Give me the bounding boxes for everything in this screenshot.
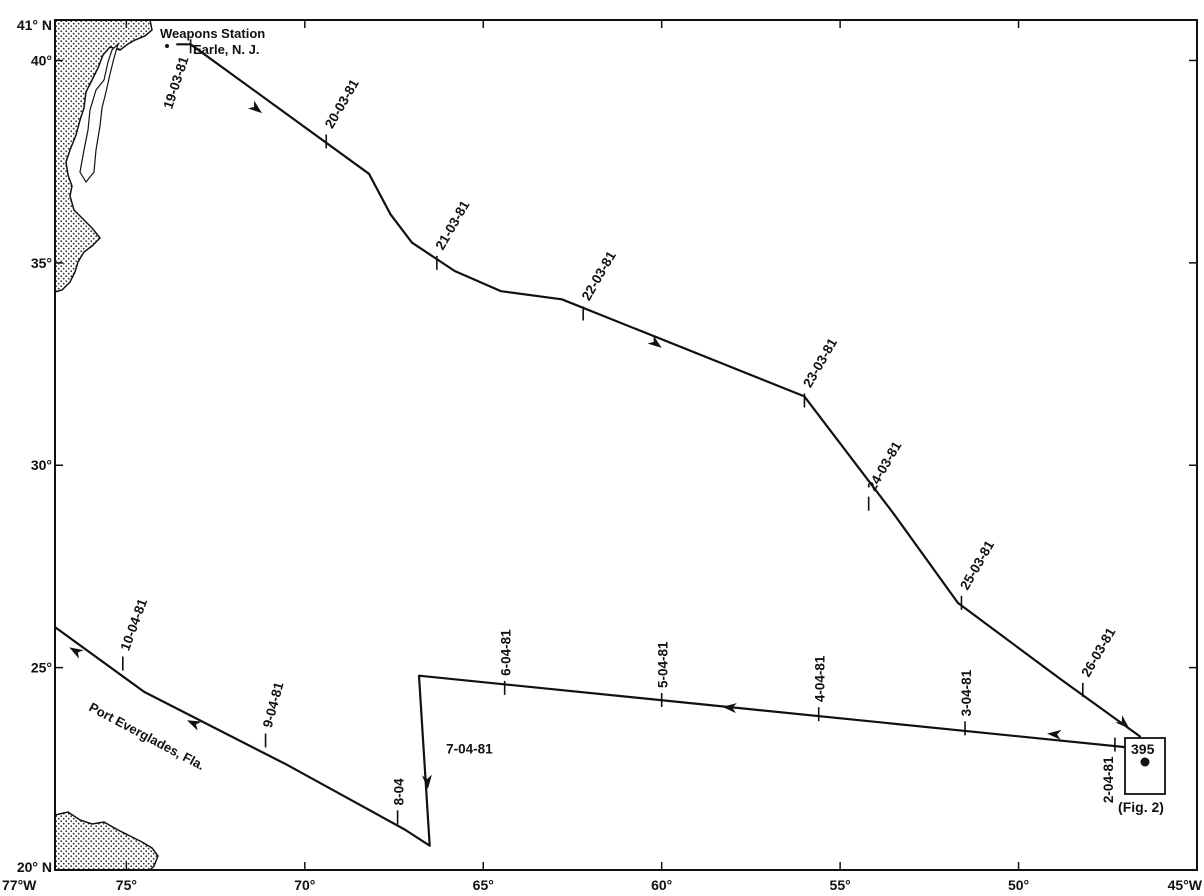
- date-label: 8-04: [392, 778, 407, 806]
- weapons-station-label-line1: Weapons Station: [160, 26, 265, 41]
- site-395-fig-ref: (Fig. 2): [1118, 799, 1164, 815]
- y-tick-label: 20° N: [17, 859, 52, 875]
- date-marker: 19-03-81: [160, 39, 192, 111]
- direction-arrow-icon: [247, 100, 262, 114]
- direction-arrow-icon: [1115, 715, 1130, 729]
- site-395-box: [1124, 737, 1166, 795]
- x-tick-label: 77°W: [2, 877, 37, 893]
- date-marker: 23-03-81: [800, 335, 840, 408]
- x-tick-label: 55°: [830, 877, 851, 893]
- y-tick-label: 40°: [31, 52, 52, 68]
- date-label: 10-04-81: [118, 596, 151, 652]
- date-label: 4-04-81: [813, 655, 828, 702]
- track-direction-arrows: [69, 100, 1130, 789]
- bay-island: [79, 41, 120, 184]
- date-marker: 6-04-81: [499, 629, 514, 695]
- date-marker: 10-04-81: [118, 596, 151, 671]
- weapons-station-label-line2: Earle, N. J.: [193, 42, 259, 57]
- x-tick-label: 45°W: [1168, 877, 1203, 893]
- date-marker: 8-04: [392, 778, 407, 825]
- date-label: 24-03-81: [864, 438, 904, 493]
- date-marker: 3-04-81: [959, 669, 974, 736]
- date-label: 9-04-81: [260, 680, 287, 729]
- date-label: 25-03-81: [957, 538, 997, 593]
- site-395-marker: 395 (Fig. 2): [1118, 737, 1166, 815]
- date-label: 21-03-81: [432, 198, 472, 253]
- land-areas: [54, 19, 159, 871]
- x-tick-label: 75°: [116, 877, 137, 893]
- date-marker: 7-04-81: [446, 742, 493, 757]
- port-everglades-label: Port Everglades, Fla.: [87, 699, 208, 773]
- direction-arrow-icon: [187, 720, 202, 731]
- x-tick-label: 50°: [1008, 877, 1029, 893]
- date-label: 3-04-81: [959, 669, 974, 716]
- date-label: 19-03-81: [160, 54, 191, 110]
- date-label: 23-03-81: [800, 335, 840, 390]
- x-tick-label: 65°: [473, 877, 494, 893]
- date-label: 5-04-81: [656, 641, 671, 688]
- map-frame: [54, 19, 1198, 871]
- direction-arrow-icon: [69, 647, 84, 659]
- direction-arrow-icon: [647, 335, 662, 348]
- date-marker: 5-04-81: [656, 641, 671, 707]
- date-marker: 2-04-81: [1101, 737, 1116, 803]
- date-marker: 26-03-81: [1078, 625, 1119, 697]
- new-jersey-coast-land: [54, 19, 153, 293]
- site-395-number: 395: [1131, 741, 1155, 757]
- date-marker: 25-03-81: [957, 538, 997, 610]
- date-marker: 20-03-81: [322, 76, 362, 149]
- southern-land: [54, 811, 159, 871]
- date-label: 6-04-81: [499, 629, 514, 676]
- direction-arrow-icon: [722, 703, 737, 714]
- y-tick-label: 30°: [31, 457, 52, 473]
- date-marker: 9-04-81: [260, 680, 287, 748]
- y-tick-label: 41° N: [17, 17, 52, 33]
- direction-arrow-icon: [1047, 729, 1062, 740]
- ship-track-line: [54, 43, 1141, 847]
- weapons-station-dot: [165, 44, 169, 48]
- date-markers: 19-03-81 20-03-81 21-03-81 22-03-81 23-03-81…: [118, 39, 1119, 825]
- map-border: [54, 19, 1198, 871]
- date-label: 20-03-81: [322, 76, 362, 131]
- y-tick-label: 25°: [31, 660, 52, 676]
- date-label: 22-03-81: [579, 248, 619, 303]
- x-tick-label: 60°: [651, 877, 672, 893]
- x-tick-label: 70°: [294, 877, 315, 893]
- date-label: 26-03-81: [1078, 625, 1118, 680]
- direction-arrow-icon: [421, 774, 432, 789]
- date-marker: 4-04-81: [813, 655, 828, 722]
- y-tick-label: 35°: [31, 255, 52, 271]
- site-395-dot: [1140, 757, 1150, 767]
- date-label: 2-04-81: [1101, 756, 1116, 803]
- date-label: 7-04-81: [446, 742, 493, 757]
- axis-ticks: 77°W 75° 70° 65° 60° 55° 50° 45°W 41° N 40° 35° 30°…: [2, 17, 1203, 893]
